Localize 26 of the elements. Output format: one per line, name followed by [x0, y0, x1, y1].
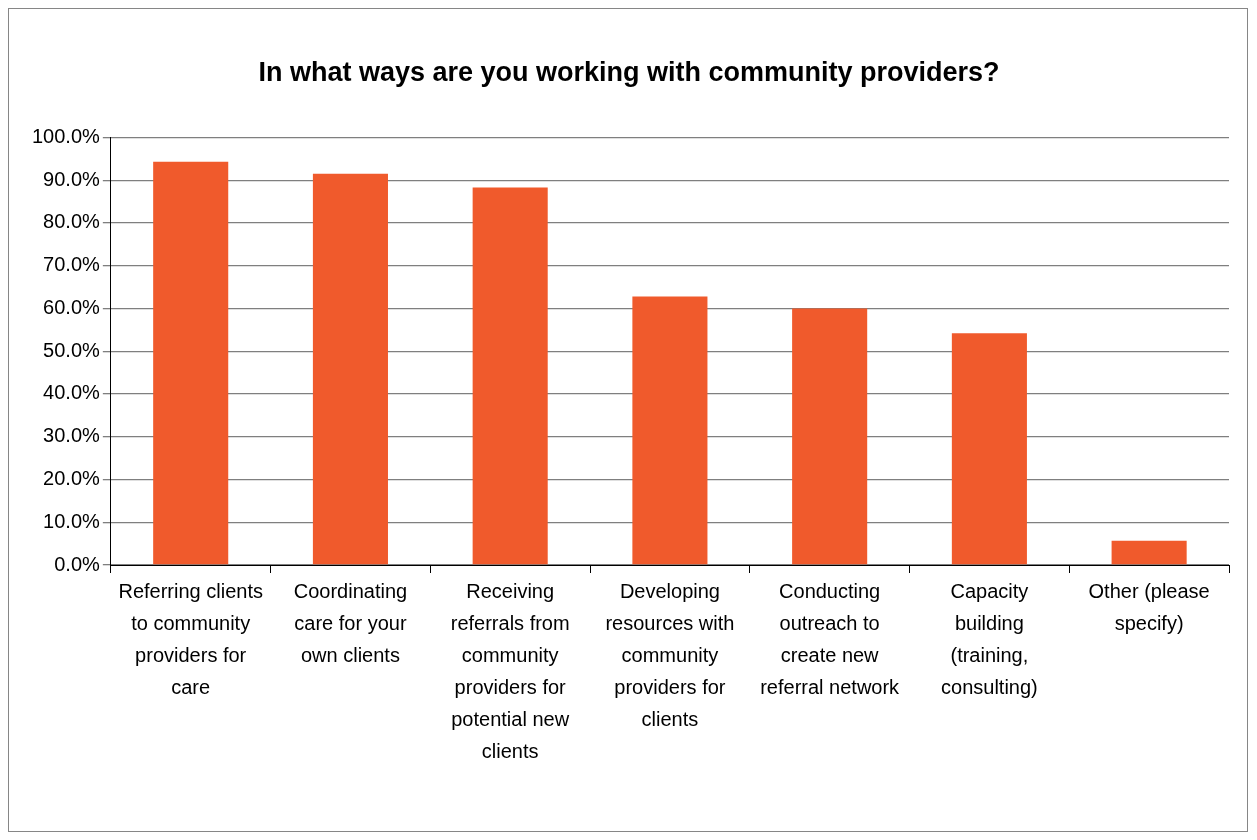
- x-tick-label: Capacity building (training, consulting): [941, 579, 1038, 698]
- y-tick-label: 10.0%: [43, 509, 101, 532]
- y-tick-label: 100.0%: [31, 124, 101, 147]
- y-tick-label: 20.0%: [43, 467, 101, 489]
- y-tick-label: 40.0%: [43, 381, 101, 404]
- bar: [312, 173, 388, 565]
- bar: [632, 296, 708, 565]
- y-tick-label: 80.0%: [43, 210, 101, 233]
- y-tick-label: 0.0%: [54, 552, 101, 575]
- bar: [951, 333, 1027, 565]
- y-tick-label: 30.0%: [43, 424, 101, 447]
- y-tick-label: 50.0%: [43, 338, 101, 361]
- chart-title: In what ways are you working with community providers?: [258, 56, 1000, 87]
- x-tick-label: Coordinating care for your own clients: [293, 579, 408, 666]
- y-tick-label: 90.0%: [43, 167, 101, 190]
- x-tick-label: Referring clients to community providers for care: [118, 579, 263, 698]
- x-tick-label: Receiving referrals from community providers for potential new clients: [450, 579, 570, 762]
- y-tick-label: 70.0%: [43, 253, 101, 276]
- x-tick-label: Developing resources with community providers for clients: [605, 579, 735, 730]
- bar: [1111, 540, 1187, 565]
- bar: [792, 308, 868, 565]
- bar: [472, 187, 548, 565]
- x-tick-label: Conducting outreach to create new referral network: [760, 579, 901, 698]
- x-tick-label: Other (please specify): [1088, 579, 1210, 634]
- bar: [153, 161, 229, 565]
- y-tick-label: 60.0%: [43, 295, 101, 318]
